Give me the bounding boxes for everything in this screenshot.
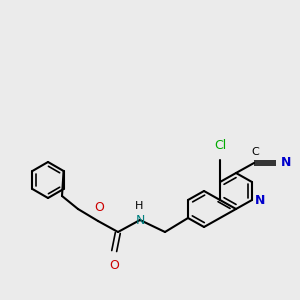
Text: N: N <box>281 157 291 169</box>
Text: O: O <box>94 201 104 214</box>
Text: C: C <box>251 147 259 157</box>
Text: H: H <box>135 201 143 211</box>
Text: N: N <box>255 194 266 206</box>
Text: Cl: Cl <box>214 139 226 152</box>
Text: N: N <box>135 214 145 226</box>
Text: O: O <box>109 259 119 272</box>
